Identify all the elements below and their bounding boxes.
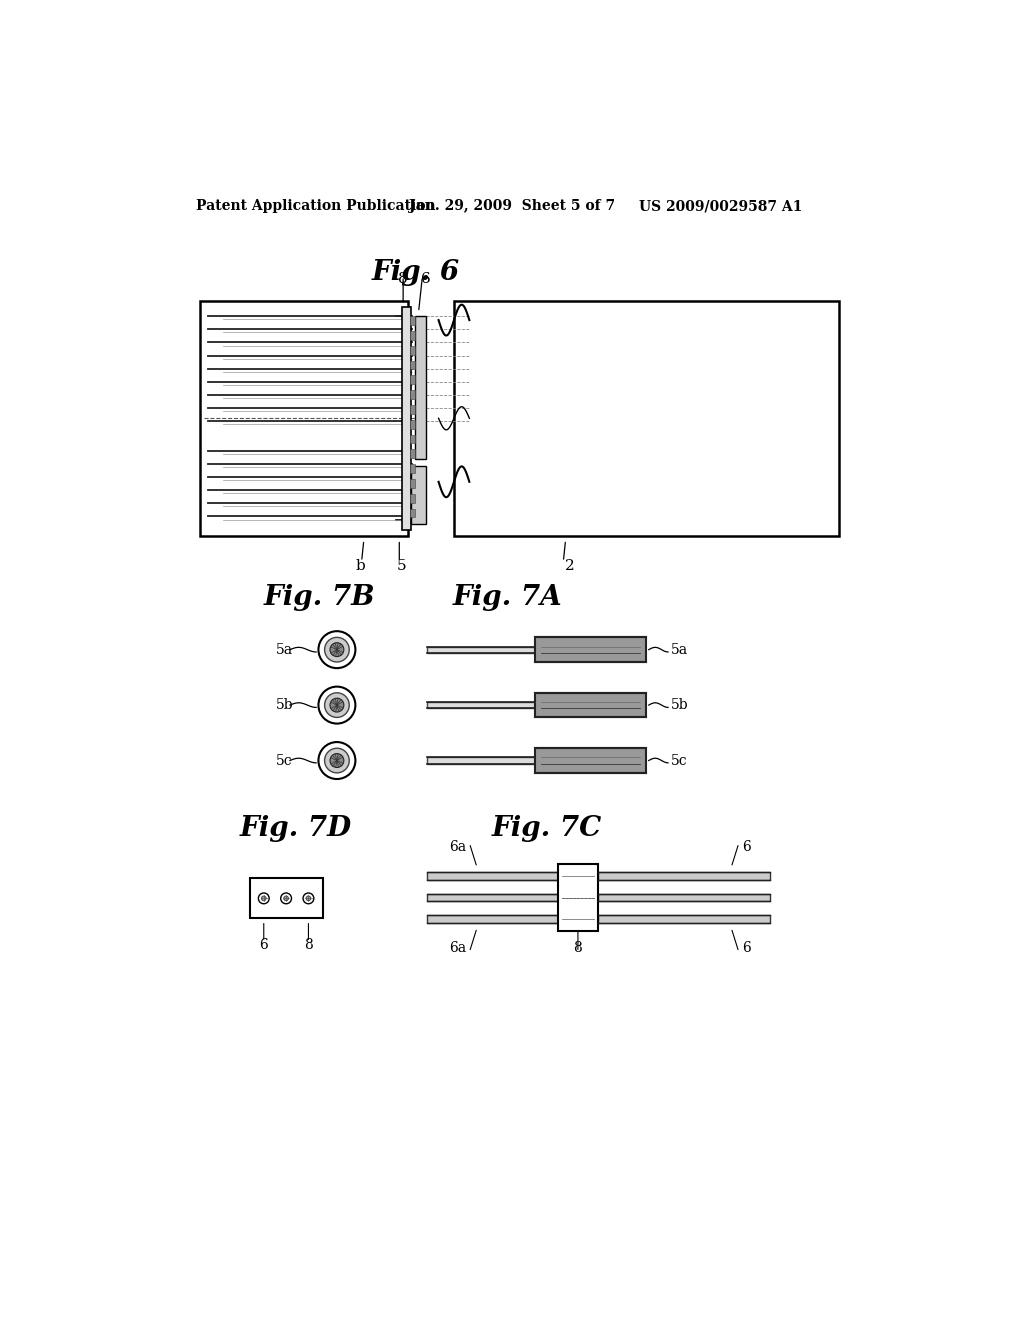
Circle shape bbox=[325, 748, 349, 774]
Text: 6: 6 bbox=[421, 272, 431, 286]
Text: 5a: 5a bbox=[276, 643, 293, 656]
Bar bbox=[427, 894, 558, 902]
Text: 5a: 5a bbox=[671, 643, 688, 656]
Text: Fig. 7A: Fig. 7A bbox=[453, 583, 562, 611]
Bar bbox=[410, 360, 415, 370]
Bar bbox=[411, 466, 426, 524]
Bar bbox=[410, 508, 415, 517]
Bar bbox=[410, 346, 415, 355]
Circle shape bbox=[284, 896, 289, 900]
Circle shape bbox=[325, 693, 349, 718]
Circle shape bbox=[325, 638, 349, 663]
Bar bbox=[410, 494, 415, 503]
Bar bbox=[410, 331, 415, 339]
Circle shape bbox=[318, 686, 355, 723]
Bar bbox=[558, 863, 598, 932]
Circle shape bbox=[258, 892, 269, 904]
Text: 5b: 5b bbox=[276, 698, 294, 711]
Circle shape bbox=[330, 754, 344, 767]
Text: Jan. 29, 2009  Sheet 5 of 7: Jan. 29, 2009 Sheet 5 of 7 bbox=[410, 199, 615, 213]
Bar bbox=[598, 894, 770, 902]
Text: Fig. 7C: Fig. 7C bbox=[492, 814, 601, 842]
Bar bbox=[598, 873, 770, 880]
Text: 5c: 5c bbox=[671, 754, 688, 767]
Bar bbox=[410, 449, 415, 458]
Text: Fig. 7D: Fig. 7D bbox=[240, 814, 352, 842]
Bar bbox=[410, 420, 415, 429]
Bar bbox=[410, 391, 415, 399]
Circle shape bbox=[303, 892, 313, 904]
Circle shape bbox=[261, 896, 266, 900]
Text: Fig. 6: Fig. 6 bbox=[372, 259, 460, 286]
Bar bbox=[410, 465, 415, 473]
Bar bbox=[427, 915, 558, 923]
Text: 5b: 5b bbox=[671, 698, 689, 711]
Circle shape bbox=[306, 896, 310, 900]
Text: 6: 6 bbox=[742, 840, 751, 854]
Text: 6a: 6a bbox=[450, 840, 466, 854]
Bar bbox=[535, 693, 646, 718]
Text: Patent Application Publication: Patent Application Publication bbox=[196, 199, 435, 213]
Bar bbox=[410, 375, 415, 384]
Circle shape bbox=[330, 643, 344, 656]
Bar bbox=[598, 915, 770, 923]
Text: 6: 6 bbox=[742, 941, 751, 956]
Bar bbox=[415, 317, 426, 459]
Circle shape bbox=[318, 742, 355, 779]
Bar bbox=[401, 308, 411, 529]
Text: 8: 8 bbox=[398, 272, 408, 286]
Text: 5c: 5c bbox=[276, 754, 293, 767]
Bar bbox=[410, 479, 415, 488]
Bar bbox=[410, 434, 415, 444]
Bar bbox=[410, 317, 415, 325]
Text: 5: 5 bbox=[396, 560, 407, 573]
Bar bbox=[427, 647, 535, 653]
Bar bbox=[200, 301, 408, 536]
Bar bbox=[427, 758, 535, 763]
Bar bbox=[410, 405, 415, 414]
Text: 2: 2 bbox=[564, 560, 574, 573]
Bar bbox=[250, 878, 323, 919]
Text: 6a: 6a bbox=[450, 941, 466, 956]
Circle shape bbox=[281, 892, 292, 904]
Text: Fig. 7B: Fig. 7B bbox=[263, 583, 375, 611]
Bar bbox=[535, 638, 646, 663]
Text: 8: 8 bbox=[573, 941, 583, 956]
Circle shape bbox=[318, 631, 355, 668]
Circle shape bbox=[330, 698, 344, 711]
Bar bbox=[427, 873, 558, 880]
Bar bbox=[535, 748, 646, 774]
Bar bbox=[454, 301, 839, 536]
Bar bbox=[427, 702, 535, 708]
Text: b: b bbox=[355, 560, 365, 573]
Text: 6: 6 bbox=[259, 939, 268, 952]
Text: 8: 8 bbox=[304, 939, 312, 952]
Text: US 2009/0029587 A1: US 2009/0029587 A1 bbox=[639, 199, 802, 213]
